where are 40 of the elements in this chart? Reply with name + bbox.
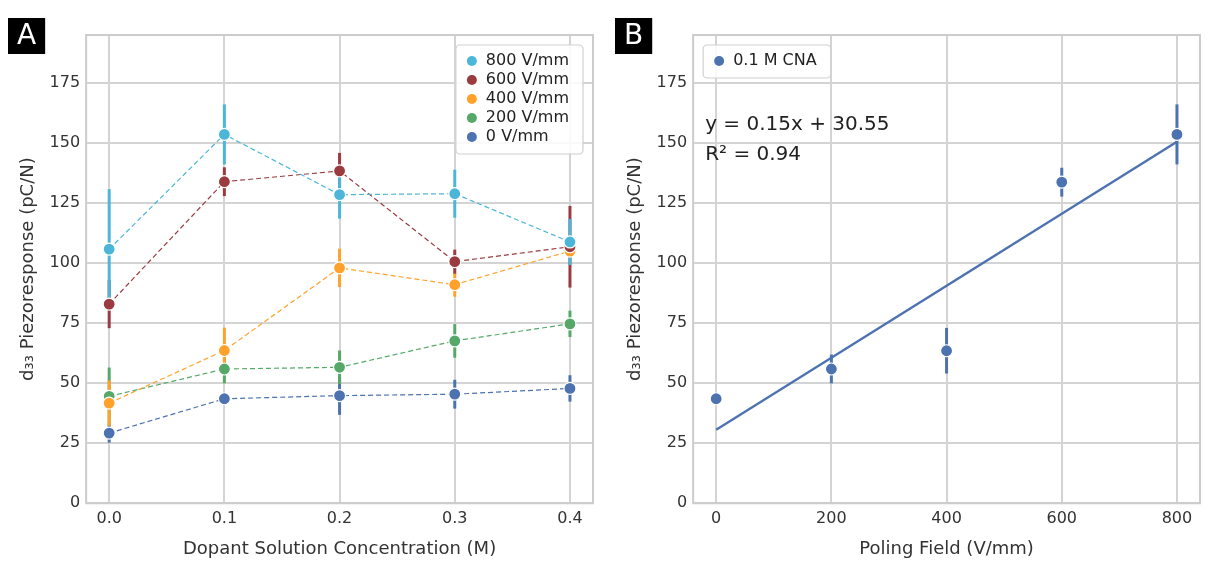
x-tick-label: 800 — [1161, 507, 1193, 527]
x-tick-label: 400 — [931, 507, 962, 527]
y-axis-title: d₃₃ Piezoresponse (pC/N) — [623, 157, 645, 381]
x-tick-label: 200 — [816, 507, 847, 527]
y-tick-label: 150 — [656, 132, 688, 152]
x-tick-label: 0 — [711, 507, 722, 527]
legend-label: 200 V/mm — [485, 107, 570, 127]
y-tick-label: 50 — [666, 372, 688, 392]
y-tick-label: 50 — [59, 372, 81, 392]
annotation: R² = 0.94 — [705, 141, 802, 166]
y-tick-label: 125 — [656, 192, 688, 212]
y-tick-label: 100 — [49, 252, 81, 272]
legend-label: 400 V/mm — [485, 88, 570, 108]
y-tick-label: 175 — [656, 72, 688, 92]
y-tick-label: 150 — [49, 132, 81, 152]
y-tick-label: 25 — [666, 432, 688, 452]
y-axis-title: d₃₃ Piezoresponse (pC/N) — [16, 157, 38, 381]
y-tick-label: 25 — [59, 432, 81, 452]
y-tick-label: 125 — [49, 192, 81, 212]
y-tick-label: 75 — [59, 312, 81, 332]
y-tick-label: 0 — [69, 492, 81, 512]
y-tick-label: 175 — [49, 72, 81, 92]
legend-label: 600 V/mm — [485, 69, 570, 89]
legend-label: 0.1 M CNA — [733, 50, 817, 70]
x-tick-label: 600 — [1046, 507, 1078, 527]
y-tick-label: 0 — [676, 492, 688, 512]
x-tick-label: 0.4 — [557, 507, 583, 527]
chart-title: A — [17, 18, 37, 52]
legend-label: 0 V/mm — [485, 126, 549, 146]
y-tick-label: 75 — [666, 312, 688, 332]
annotation: y = 0.15x + 30.55 — [705, 111, 890, 136]
x-tick-label: 0.3 — [442, 507, 468, 527]
legend-label: 800 V/mm — [485, 50, 570, 70]
x-tick-label: 0.2 — [326, 507, 353, 527]
y-tick-label: 100 — [656, 252, 688, 272]
x-axis-title: Dopant Solution Concentration (M) — [182, 536, 497, 558]
x-tick-label: 0.1 — [211, 507, 238, 527]
x-axis-title: Poling Field (V/mm) — [859, 536, 1034, 558]
chart-title: B — [624, 18, 644, 52]
x-tick-label: 0.0 — [96, 507, 122, 527]
